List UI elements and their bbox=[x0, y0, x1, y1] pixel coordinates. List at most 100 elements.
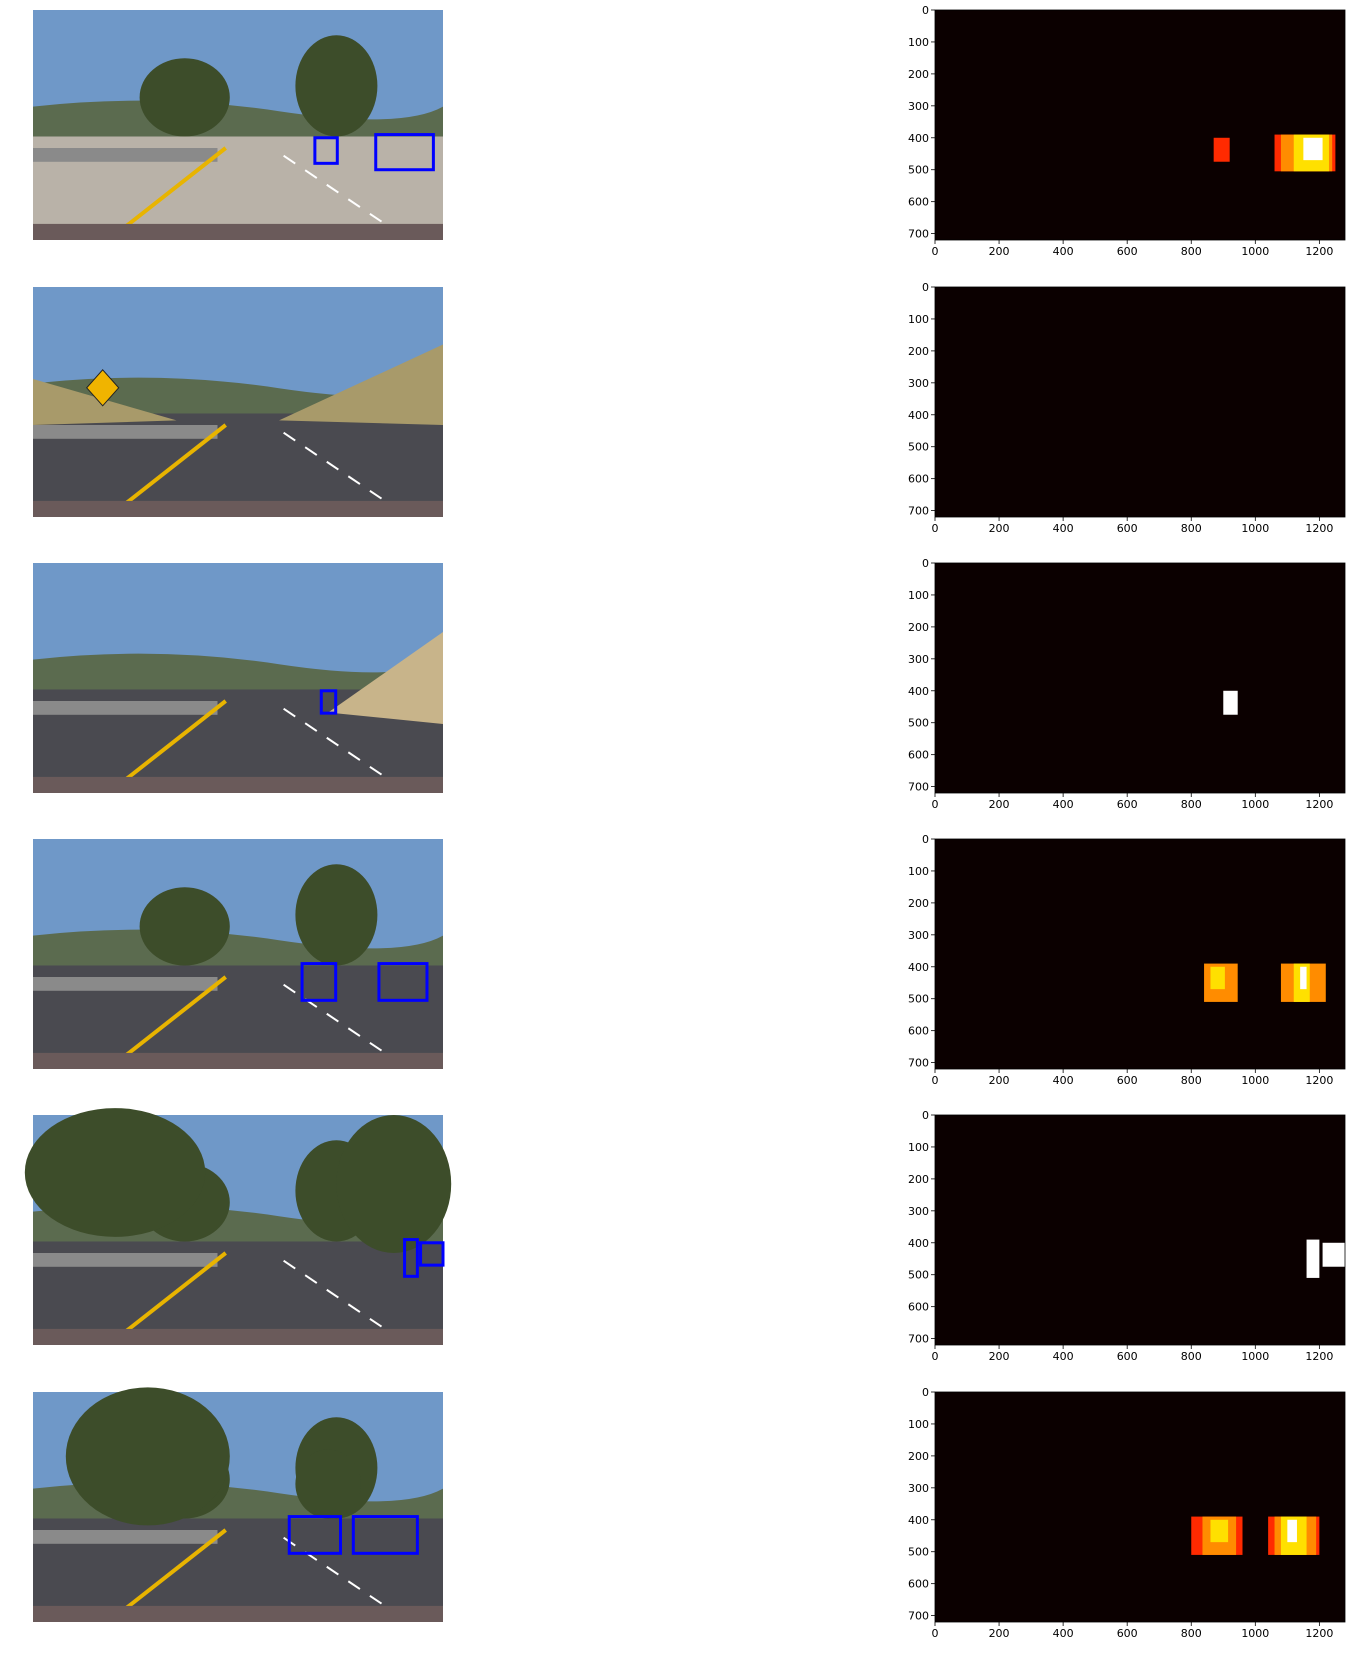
y-tick-label: 200 bbox=[908, 897, 929, 910]
y-tick-label: 100 bbox=[908, 36, 929, 49]
lane-line bbox=[121, 423, 227, 508]
x-tick-label: 1200 bbox=[1305, 1350, 1333, 1363]
y-tick-label: 700 bbox=[908, 1610, 929, 1623]
detection-box bbox=[377, 962, 429, 1002]
tree bbox=[24, 1108, 206, 1237]
heatmap-background bbox=[935, 563, 1345, 793]
y-tick-label: 400 bbox=[908, 1514, 929, 1527]
y-tick-label: 700 bbox=[908, 1057, 929, 1070]
y-tick-label: 200 bbox=[908, 345, 929, 358]
detection-photo bbox=[33, 287, 443, 517]
y-tick-label: 300 bbox=[908, 653, 929, 666]
axes-frame bbox=[934, 1391, 1346, 1623]
y-tick-label: 200 bbox=[908, 68, 929, 81]
axes-frame bbox=[934, 838, 1346, 1070]
y-tick-label: 600 bbox=[908, 1301, 929, 1314]
x-tick-label: 600 bbox=[1117, 798, 1138, 811]
detection-photo bbox=[33, 10, 443, 240]
guard-rail bbox=[33, 1253, 218, 1267]
x-tick-label: 0 bbox=[932, 245, 939, 258]
x-tick-label: 600 bbox=[1117, 1350, 1138, 1363]
y-tick-label: 0 bbox=[922, 1386, 929, 1399]
y-tick-label: 0 bbox=[922, 557, 929, 570]
y-tick-label: 0 bbox=[922, 1109, 929, 1122]
detection-photo bbox=[24, 1108, 452, 1345]
axes-frame bbox=[934, 286, 1346, 518]
y-tick-label: 300 bbox=[908, 1482, 929, 1495]
y-tick-label: 400 bbox=[908, 961, 929, 974]
y-tick-label: 500 bbox=[908, 1269, 929, 1282]
figure-row: 0 200 400 600 800 1000 1200 0 100 200 300 400 500 600… bbox=[33, 557, 1346, 811]
y-tick-label: 500 bbox=[908, 717, 929, 730]
y-tick-label: 0 bbox=[922, 4, 929, 17]
lane-line bbox=[121, 1528, 227, 1613]
guard-rail bbox=[33, 701, 218, 715]
x-tick-label: 0 bbox=[932, 522, 939, 535]
detection-box bbox=[419, 1241, 445, 1267]
heat-cell bbox=[1287, 1519, 1297, 1543]
x-tick-label: 1200 bbox=[1305, 1074, 1333, 1087]
car-hood bbox=[33, 776, 443, 793]
heatmap-background bbox=[935, 839, 1345, 1069]
figure-row: 0 200 400 600 800 1000 1200 0 100 200 300 400 500 600… bbox=[33, 833, 1346, 1087]
y-tick-label: 200 bbox=[908, 621, 929, 634]
x-tick-label: 800 bbox=[1181, 798, 1202, 811]
y-tick-label: 600 bbox=[908, 473, 929, 486]
detection-photo bbox=[33, 563, 443, 793]
x-tick-label: 1200 bbox=[1305, 245, 1333, 258]
detection-photo bbox=[33, 839, 443, 1069]
x-tick-label: 1200 bbox=[1305, 1627, 1333, 1640]
lane-line bbox=[121, 975, 227, 1060]
axes-frame bbox=[934, 562, 1346, 794]
heatmap-background bbox=[935, 10, 1345, 240]
detection-box bbox=[287, 1515, 342, 1555]
detection-box bbox=[403, 1238, 419, 1278]
x-tick-label: 600 bbox=[1117, 522, 1138, 535]
heatmap-panel: 0 200 400 600 800 1000 1200 0 100 200 300 400 500 600… bbox=[908, 1386, 1346, 1640]
x-tick-label: 0 bbox=[932, 1627, 939, 1640]
hillside bbox=[279, 344, 443, 425]
y-tick-label: 100 bbox=[908, 1418, 929, 1431]
tree bbox=[65, 1387, 230, 1526]
figure-row: 0 200 400 600 800 1000 1200 0 100 200 300 400 500 600… bbox=[33, 4, 1346, 258]
y-tick-label: 600 bbox=[908, 749, 929, 762]
y-tick-label: 500 bbox=[908, 1546, 929, 1559]
hillside bbox=[328, 632, 443, 724]
heatmap-background bbox=[935, 1392, 1345, 1622]
figure-row: 0 200 400 600 800 1000 1200 0 100 200 300 400 500 600… bbox=[33, 1386, 1346, 1640]
x-tick-label: 400 bbox=[1053, 798, 1074, 811]
y-tick-label: 500 bbox=[908, 993, 929, 1006]
x-tick-label: 400 bbox=[1053, 1627, 1074, 1640]
car-hood bbox=[33, 223, 443, 240]
guard-rail bbox=[33, 148, 218, 162]
lane-line bbox=[121, 146, 227, 231]
lane-line bbox=[121, 1251, 227, 1336]
tree bbox=[139, 887, 230, 966]
x-tick-label: 400 bbox=[1053, 1350, 1074, 1363]
y-tick-label: 100 bbox=[908, 589, 929, 602]
x-tick-label: 600 bbox=[1117, 1074, 1138, 1087]
figure-row: 0 200 400 600 800 1000 1200 0 100 200 300 400 500 600… bbox=[24, 1108, 1346, 1363]
x-tick-label: 1000 bbox=[1241, 1350, 1269, 1363]
figure-row: 0 200 400 600 800 1000 1200 0 100 200 300 400 500 600… bbox=[33, 281, 1346, 535]
x-tick-label: 800 bbox=[1181, 522, 1202, 535]
x-tick-label: 200 bbox=[989, 1074, 1010, 1087]
hills bbox=[33, 653, 443, 692]
x-tick-label: 200 bbox=[989, 1350, 1010, 1363]
deer-crossing-sign bbox=[86, 369, 120, 407]
guard-rail bbox=[33, 1530, 218, 1544]
x-tick-label: 800 bbox=[1181, 1627, 1202, 1640]
guard-rail bbox=[33, 977, 218, 991]
heatmap-background bbox=[935, 1115, 1345, 1345]
lane-dash bbox=[278, 1256, 383, 1328]
y-tick-label: 400 bbox=[908, 132, 929, 145]
lane-dash bbox=[278, 428, 383, 500]
y-tick-label: 300 bbox=[908, 377, 929, 390]
x-tick-label: 1200 bbox=[1305, 798, 1333, 811]
x-tick-label: 600 bbox=[1117, 245, 1138, 258]
detection-photo bbox=[33, 1387, 443, 1622]
y-tick-label: 600 bbox=[908, 1578, 929, 1591]
lane-dash bbox=[278, 151, 383, 223]
y-tick-label: 700 bbox=[908, 505, 929, 518]
x-tick-label: 200 bbox=[989, 798, 1010, 811]
